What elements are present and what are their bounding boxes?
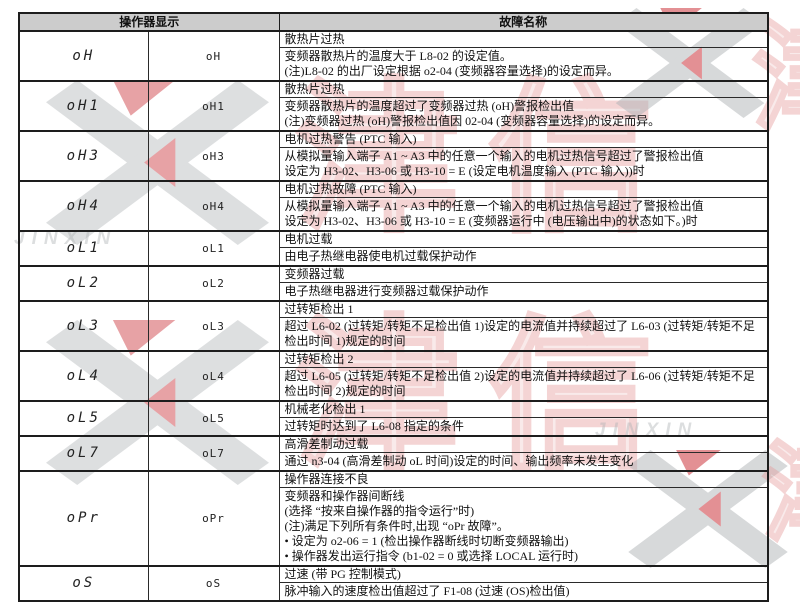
display-code-text: oL3 (147, 300, 280, 352)
fault-title: 变频器过载 (278, 265, 769, 283)
fault-title: 散热片过热 (278, 30, 769, 48)
display-code-7seg: oL4 (18, 350, 149, 402)
display-code-text: oL4 (147, 350, 280, 402)
table-row: oL7 oL7 高滑差制动过载 (18, 435, 769, 472)
table-row: oL2 oL2 变频器过载 (18, 265, 769, 302)
fault-description: 脉冲输入的速度检出值超过了 F1-08 (过速 (OS)检出值) (278, 582, 769, 602)
display-code-7seg: oH1 (18, 80, 149, 132)
table-row: oPr oPr 操作器连接不良 (18, 470, 769, 567)
fault-title: 过速 (带 PG 控制模式) (278, 565, 769, 583)
display-code-text: oPr (147, 470, 280, 567)
display-code-7seg: oL5 (18, 400, 149, 437)
header-fault-name: 故障名称 (278, 12, 769, 32)
table-row: 电子热继电器进行变频器过载保护动作 (19, 282, 769, 302)
fault-title: 过转矩检出 2 (278, 350, 769, 368)
display-code-text: oL2 (147, 265, 280, 302)
display-code-text: oL5 (147, 400, 280, 437)
fault-code-table: 操作器显示 故障名称 oH oH 散热片过热 变频器散热片的温度大于 L8-02… (18, 12, 770, 602)
fault-title: 机械老化检出 1 (278, 400, 769, 418)
fault-description: 超过 L6-02 (过转矩/转矩不足检出值 1)设定的电流值并持续超过了 L6-… (278, 317, 769, 352)
display-code-7seg: oS (18, 565, 149, 602)
fault-description: 超过 L6-05 (过转矩/转矩不足检出值 2)设定的电流值并持续超过了 L6-… (278, 367, 769, 402)
table-header-row: 操作器显示 故障名称 (18, 12, 769, 32)
display-code-7seg: oL7 (18, 435, 149, 472)
fault-description: 由电子热继电器使电机过载保护动作 (278, 247, 769, 267)
display-code-7seg: oPr (18, 470, 149, 567)
display-code-text: oL7 (147, 435, 280, 472)
fault-title: 操作器连接不良 (278, 470, 769, 488)
display-code-7seg: oH3 (18, 130, 149, 182)
display-code-text: oS (147, 565, 280, 602)
table-row: oH3 oH3 电机过热警告 (PTC 输入) (18, 130, 769, 182)
display-code-7seg: oL1 (18, 230, 149, 267)
fault-description: 通过 n3-04 (高滑差制动 oL 时间)设定的时间、输出频率未发生变化 (278, 452, 769, 472)
fault-description: 变频器散热片的温度大于 L8-02 的设定值。 (注)L8-02 的出厂设定根据… (278, 47, 769, 82)
table-row: oL3 oL3 过转矩检出 1 (18, 300, 769, 352)
table-row: oH1 oH1 散热片过热 (18, 80, 769, 132)
fault-title: 过转矩检出 1 (278, 300, 769, 318)
fault-description: 电子热继电器进行变频器过载保护动作 (278, 282, 769, 302)
fault-description: 变频器和操作器间断线 (选择 “按来自操作器的指令运行”时) (注)满足下列所有… (278, 487, 769, 567)
display-code-text: oH1 (147, 80, 280, 132)
table-row: oL4 oL4 过转矩检出 2 (18, 350, 769, 402)
table-row: oS oS 过速 (带 PG 控制模式) (18, 565, 769, 602)
display-code-7seg: oH (18, 30, 149, 82)
display-code-7seg: oL3 (18, 300, 149, 352)
fault-title: 电机过热警告 (PTC 输入) (278, 130, 769, 148)
fault-title: 电机过热故障 (PTC 输入) (278, 180, 769, 198)
fault-description: 过转矩时达到了 L6-08 指定的条件 (278, 417, 769, 437)
table-row: 超过 L6-02 (过转矩/转矩不足检出值 1)设定的电流值并持续超过了 L6-… (19, 317, 769, 352)
table-row: oH oH 散热片过热 (18, 30, 769, 82)
fault-title: 高滑差制动过载 (278, 435, 769, 453)
display-code-text: oL1 (147, 230, 280, 267)
display-code-7seg: oH4 (18, 180, 149, 232)
fault-description: 从模拟量输入端子 A1 ~ A3 中的任意一个输入的电机过热信号超过了警报检出值… (278, 147, 769, 182)
fault-description: 从模拟量输入端子 A1 ~ A3 中的任意一个输入的电机过热信号超过了警报检出值… (278, 197, 769, 232)
table-row: 从模拟量输入端子 A1 ~ A3 中的任意一个输入的电机过热信号超过了警报检出值… (19, 147, 769, 182)
display-code-text: oH4 (147, 180, 280, 232)
display-code-text: oH (147, 30, 280, 82)
header-operator-display: 操作器显示 (18, 12, 280, 32)
table-row: 超过 L6-05 (过转矩/转矩不足检出值 2)设定的电流值并持续超过了 L6-… (19, 367, 769, 402)
table-row: oH4 oH4 电机过热故障 (PTC 输入) (18, 180, 769, 232)
table-row: oL5 oL5 机械老化检出 1 (18, 400, 769, 437)
fault-description: 变频器散热片的温度超过了变频器过热 (oH)警报检出值 (注)变频器过热 (oH… (278, 97, 769, 132)
display-code-7seg: oL2 (18, 265, 149, 302)
display-code-text: oH3 (147, 130, 280, 182)
table-row: oL1 oL1 电机过载 (18, 230, 769, 267)
fault-title: 电机过载 (278, 230, 769, 248)
fault-title: 散热片过热 (278, 80, 769, 98)
